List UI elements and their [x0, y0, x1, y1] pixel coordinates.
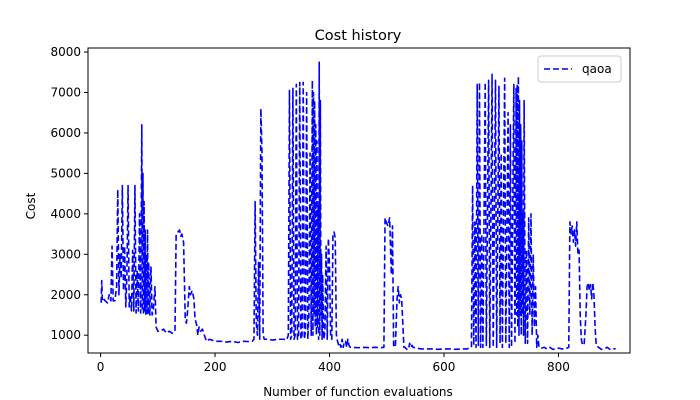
plot-area: [100, 61, 616, 351]
legend-label-qaoa: qaoa: [582, 62, 612, 76]
x-tick-label: 0: [97, 360, 105, 374]
y-tick-label: 5000: [50, 166, 81, 180]
x-axis-ticks: 0 200 400 600 800: [97, 353, 570, 374]
y-axis-label: Cost: [24, 192, 38, 219]
y-tick-label: 4000: [50, 207, 81, 221]
legend: qaoa: [537, 55, 622, 83]
series-line-qaoa: [100, 61, 616, 351]
y-tick-label: 2000: [50, 288, 81, 302]
legend-box: [537, 55, 622, 83]
y-tick-label: 3000: [50, 247, 81, 261]
y-tick-label: 6000: [50, 126, 81, 140]
x-tick-label: 400: [318, 360, 341, 374]
y-tick-label: 7000: [50, 85, 81, 99]
y-axis-ticks: 1000 2000 3000 4000 5000 6000 7000 8000: [50, 45, 88, 342]
plot-frame: [87, 47, 631, 354]
y-tick-label: 1000: [50, 328, 81, 342]
x-tick-label: 200: [204, 360, 227, 374]
x-tick-label: 600: [433, 360, 456, 374]
x-tick-label: 800: [547, 360, 570, 374]
x-axis-label: Number of function evaluations: [263, 385, 453, 399]
y-tick-label: 8000: [50, 45, 81, 59]
chart-title: Cost history: [315, 28, 402, 44]
